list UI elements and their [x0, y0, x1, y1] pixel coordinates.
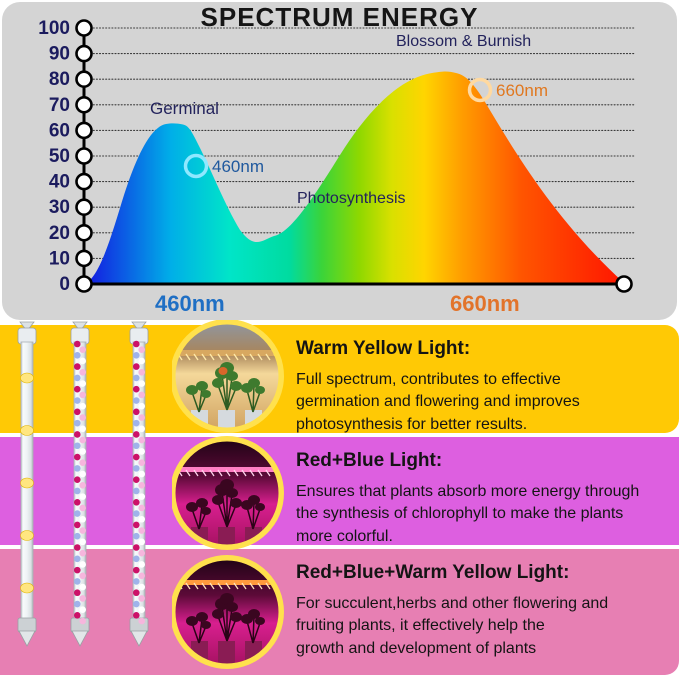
svg-text:660nm: 660nm	[450, 291, 520, 316]
svg-text:Germinal: Germinal	[150, 99, 219, 118]
svg-text:50: 50	[49, 146, 70, 167]
svg-text:100: 100	[38, 18, 70, 39]
svg-text:0: 0	[59, 274, 70, 295]
svg-text:460nm: 460nm	[212, 157, 264, 176]
svg-text:40: 40	[49, 172, 70, 193]
svg-text:460nm: 460nm	[155, 291, 225, 316]
svg-text:Photosynthesis: Photosynthesis	[297, 190, 406, 207]
svg-text:660nm: 660nm	[496, 81, 548, 100]
svg-text:Blossom & Burnish: Blossom & Burnish	[396, 33, 531, 50]
svg-text:10: 10	[49, 248, 70, 269]
svg-text:80: 80	[49, 69, 70, 90]
svg-text:20: 20	[49, 223, 70, 244]
svg-text:60: 60	[49, 120, 70, 141]
svg-text:90: 90	[49, 44, 70, 65]
svg-text:30: 30	[49, 197, 70, 218]
svg-text:70: 70	[49, 95, 70, 116]
